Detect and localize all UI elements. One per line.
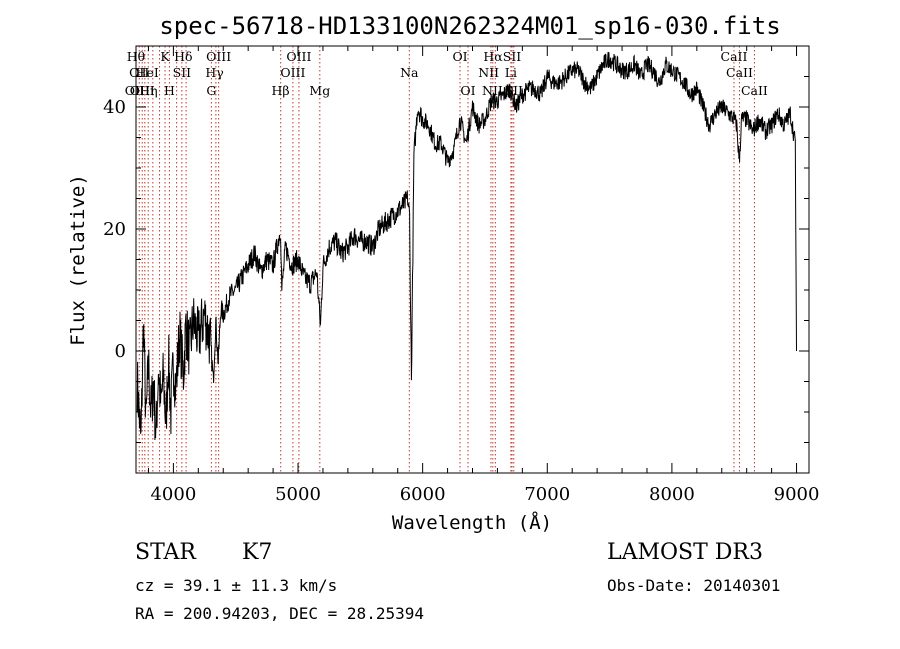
line-label-32: HeI bbox=[136, 65, 159, 80]
line-label-31: OII bbox=[125, 83, 145, 98]
line-label-36: Hβ bbox=[272, 83, 290, 98]
coordinates: RA = 200.94203, DEC = 28.25394 bbox=[135, 604, 424, 623]
x-tick-label: 5000 bbox=[275, 484, 321, 505]
line-label-27: CaII bbox=[721, 49, 748, 64]
y-tick-label: 40 bbox=[103, 97, 126, 118]
x-tick-label: 7000 bbox=[524, 484, 570, 505]
line-label-15: OIII bbox=[280, 65, 305, 80]
line-label-30: Hθ bbox=[127, 49, 145, 64]
x-axis-label: Wavelength (Å) bbox=[392, 511, 552, 534]
line-labels: OIIOIIIKHSIIGOIIIOIIIOIIIMgNaOIOILiSIISI… bbox=[125, 49, 768, 98]
line-label-20: OI bbox=[460, 83, 475, 98]
line-label-11: G bbox=[206, 83, 216, 98]
line-label-0: OII bbox=[129, 65, 149, 80]
line-label-16: OIII bbox=[286, 49, 311, 64]
line-label-19: OI bbox=[452, 49, 467, 64]
cz-value: cz = 39.1 ± 11.3 km/s bbox=[135, 576, 338, 595]
line-label-7: H bbox=[164, 83, 175, 98]
survey-label: LAMOST DR3 bbox=[607, 540, 763, 565]
line-label-35: Hγ bbox=[205, 65, 223, 80]
line-label-17: Mg bbox=[309, 83, 330, 98]
line-label-18: Na bbox=[400, 65, 419, 80]
y-axis-ticks: 0 20 40 bbox=[103, 45, 809, 474]
line-label-1: OIII bbox=[130, 83, 155, 98]
line-label-6: K bbox=[160, 49, 170, 64]
obs-date: Obs-Date: 20140301 bbox=[607, 576, 781, 595]
x-tick-label: 8000 bbox=[649, 484, 695, 505]
class-label: STAR bbox=[135, 540, 196, 565]
line-label-26: SII bbox=[505, 83, 524, 98]
spectrum-line bbox=[136, 51, 797, 441]
line-label-28: CaII bbox=[726, 65, 753, 80]
x-tick-label: 4000 bbox=[150, 484, 196, 505]
subclass-label: K7 bbox=[242, 540, 273, 565]
x-tick-label: 6000 bbox=[400, 484, 446, 505]
y-axis-label: Flux (relative) bbox=[67, 174, 89, 346]
x-tick-label: 9000 bbox=[774, 484, 820, 505]
line-markers bbox=[138, 46, 755, 473]
line-label-33: Hη bbox=[139, 83, 157, 98]
line-label-25: SII bbox=[503, 49, 522, 64]
x-axis-ticks: 4000 5000 6000 7000 8000 9000 bbox=[147, 46, 820, 505]
line-label-39: NII bbox=[482, 83, 503, 98]
y-tick-label: 0 bbox=[115, 341, 126, 362]
line-label-37: NII bbox=[478, 65, 499, 80]
chart-title: spec-56718-HD133100N262324M01_sp16-030.f… bbox=[159, 12, 780, 40]
line-label-24: Li bbox=[505, 65, 517, 80]
line-label-38: Hα bbox=[483, 49, 503, 64]
line-label-34: Hδ bbox=[174, 49, 192, 64]
line-label-29: CaII bbox=[741, 83, 768, 98]
line-label-9: SII bbox=[173, 65, 192, 80]
y-tick-label: 20 bbox=[103, 219, 126, 240]
line-label-13: OIII bbox=[206, 49, 231, 64]
